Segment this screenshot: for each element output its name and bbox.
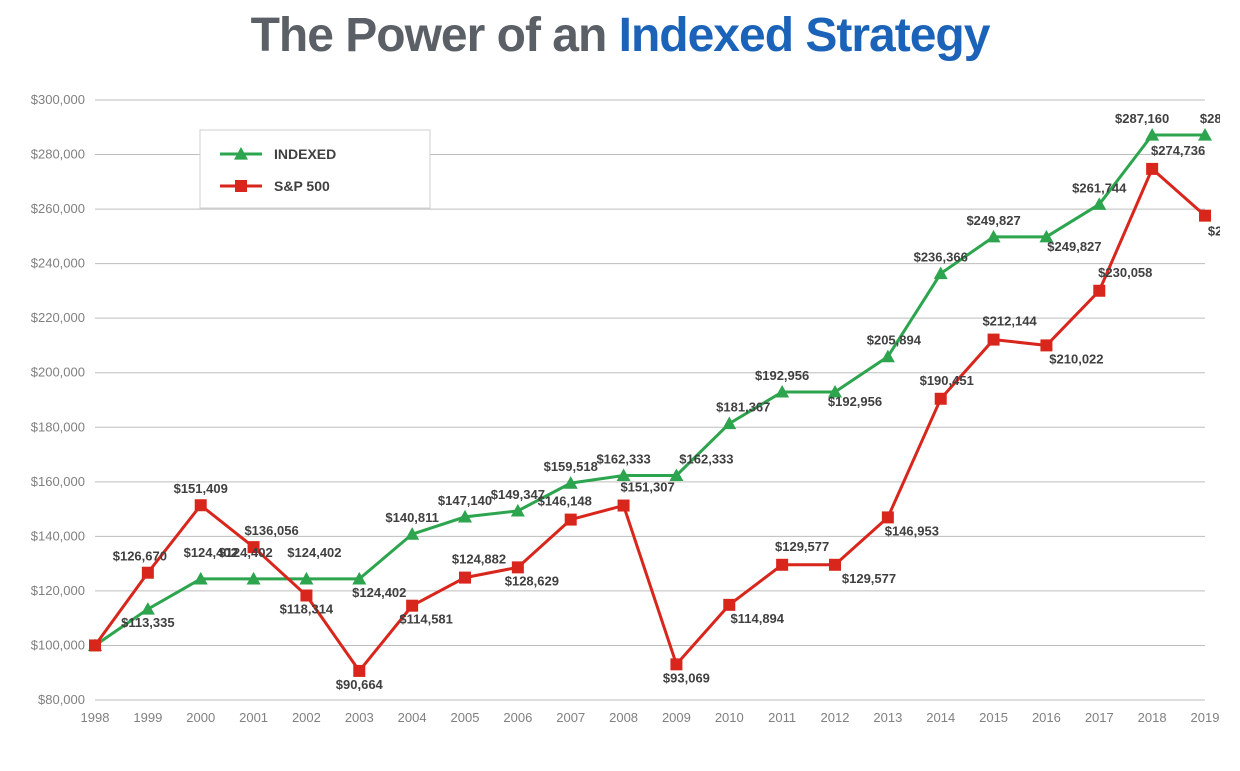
svg-text:$90,664: $90,664 <box>336 677 384 692</box>
svg-text:2007: 2007 <box>556 710 585 725</box>
svg-text:2013: 2013 <box>873 710 902 725</box>
svg-text:$114,581: $114,581 <box>399 612 453 627</box>
svg-text:$124,882: $124,882 <box>452 552 506 567</box>
svg-text:$129,577: $129,577 <box>775 539 829 554</box>
svg-text:$200,000: $200,000 <box>31 365 85 380</box>
svg-text:2003: 2003 <box>345 710 374 725</box>
svg-text:$287,160: $287,160 <box>1115 111 1169 126</box>
svg-text:$136,056: $136,056 <box>244 523 298 538</box>
svg-text:$146,148: $146,148 <box>538 494 592 509</box>
svg-text:2000: 2000 <box>186 710 215 725</box>
svg-text:$249,827: $249,827 <box>1047 239 1101 254</box>
svg-text:2005: 2005 <box>451 710 480 725</box>
svg-text:INDEXED: INDEXED <box>274 146 336 162</box>
svg-text:$93,069: $93,069 <box>663 670 710 685</box>
svg-text:$146,953: $146,953 <box>885 523 939 538</box>
svg-text:$300,000: $300,000 <box>31 92 85 107</box>
svg-text:2004: 2004 <box>398 710 427 725</box>
svg-text:S&P 500: S&P 500 <box>274 178 330 194</box>
svg-text:$124,402: $124,402 <box>352 585 406 600</box>
title-part-1: The Power of an <box>251 9 619 62</box>
svg-text:$147,140: $147,140 <box>438 493 492 508</box>
svg-text:2008: 2008 <box>609 710 638 725</box>
chart-title: The Power of an Indexed Strategy <box>0 8 1240 63</box>
svg-text:$118,314: $118,314 <box>280 602 334 617</box>
svg-text:$128,629: $128,629 <box>505 573 559 588</box>
svg-text:2012: 2012 <box>821 710 850 725</box>
svg-text:$205,894: $205,894 <box>867 333 922 348</box>
svg-text:$257,592: $257,592 <box>1208 224 1220 239</box>
svg-text:$260,000: $260,000 <box>31 201 85 216</box>
svg-text:$181,367: $181,367 <box>716 400 770 415</box>
svg-text:2017: 2017 <box>1085 710 1114 725</box>
line-chart: $80,000 $100,000 $120,000 $140,000 $160,000 $… <box>20 90 1220 760</box>
svg-text:$113,335: $113,335 <box>121 615 175 630</box>
svg-text:$280,000: $280,000 <box>31 147 85 162</box>
svg-text:$126,670: $126,670 <box>113 549 167 564</box>
svg-text:$287,160: $287,160 <box>1200 111 1220 126</box>
svg-text:$140,000: $140,000 <box>31 528 85 543</box>
chart-series <box>88 128 1212 677</box>
svg-text:2006: 2006 <box>503 710 532 725</box>
svg-text:2014: 2014 <box>926 710 955 725</box>
svg-text:2015: 2015 <box>979 710 1008 725</box>
svg-text:2016: 2016 <box>1032 710 1061 725</box>
svg-text:$120,000: $120,000 <box>31 583 85 598</box>
svg-text:2011: 2011 <box>768 710 796 725</box>
svg-text:$192,956: $192,956 <box>828 394 882 409</box>
svg-text:$129,577: $129,577 <box>842 571 896 586</box>
svg-text:$230,058: $230,058 <box>1098 265 1152 280</box>
svg-text:$124,402: $124,402 <box>218 545 272 560</box>
x-axis: 1998 1999 2000 2001 2002 2003 2004 2005 2006 2007… <box>81 710 1220 725</box>
svg-text:$236,366: $236,366 <box>914 250 968 265</box>
svg-text:$261,744: $261,744 <box>1072 180 1127 195</box>
svg-text:$220,000: $220,000 <box>31 310 85 325</box>
svg-text:$162,333: $162,333 <box>596 451 650 466</box>
svg-text:2009: 2009 <box>662 710 691 725</box>
svg-text:2018: 2018 <box>1138 710 1167 725</box>
svg-text:$124,402: $124,402 <box>287 545 341 560</box>
svg-text:$114,894: $114,894 <box>731 611 785 626</box>
svg-text:$151,409: $151,409 <box>174 481 228 496</box>
svg-text:$151,307: $151,307 <box>620 480 674 495</box>
svg-text:$274,736: $274,736 <box>1151 143 1205 158</box>
svg-text:$212,144: $212,144 <box>982 314 1037 329</box>
svg-text:$140,811: $140,811 <box>385 510 439 525</box>
svg-text:2010: 2010 <box>715 710 744 725</box>
svg-text:2001: 2001 <box>239 710 268 725</box>
svg-text:2019: 2019 <box>1191 710 1220 725</box>
svg-text:$160,000: $160,000 <box>31 474 85 489</box>
svg-text:$240,000: $240,000 <box>31 256 85 271</box>
svg-text:1998: 1998 <box>81 710 110 725</box>
legend: INDEXED S&P 500 <box>200 130 430 208</box>
svg-text:$162,333: $162,333 <box>679 451 733 466</box>
svg-text:$180,000: $180,000 <box>31 419 85 434</box>
svg-text:$192,956: $192,956 <box>755 368 809 383</box>
svg-text:1999: 1999 <box>133 710 162 725</box>
title-part-2: Indexed Strategy <box>619 9 990 62</box>
svg-text:$210,022: $210,022 <box>1049 351 1103 366</box>
svg-text:$249,827: $249,827 <box>966 213 1020 228</box>
svg-text:2002: 2002 <box>292 710 321 725</box>
svg-text:$159,518: $159,518 <box>544 459 598 474</box>
svg-text:$80,000: $80,000 <box>38 692 85 707</box>
svg-text:$190,451: $190,451 <box>920 373 974 388</box>
svg-text:$100,000: $100,000 <box>31 637 85 652</box>
